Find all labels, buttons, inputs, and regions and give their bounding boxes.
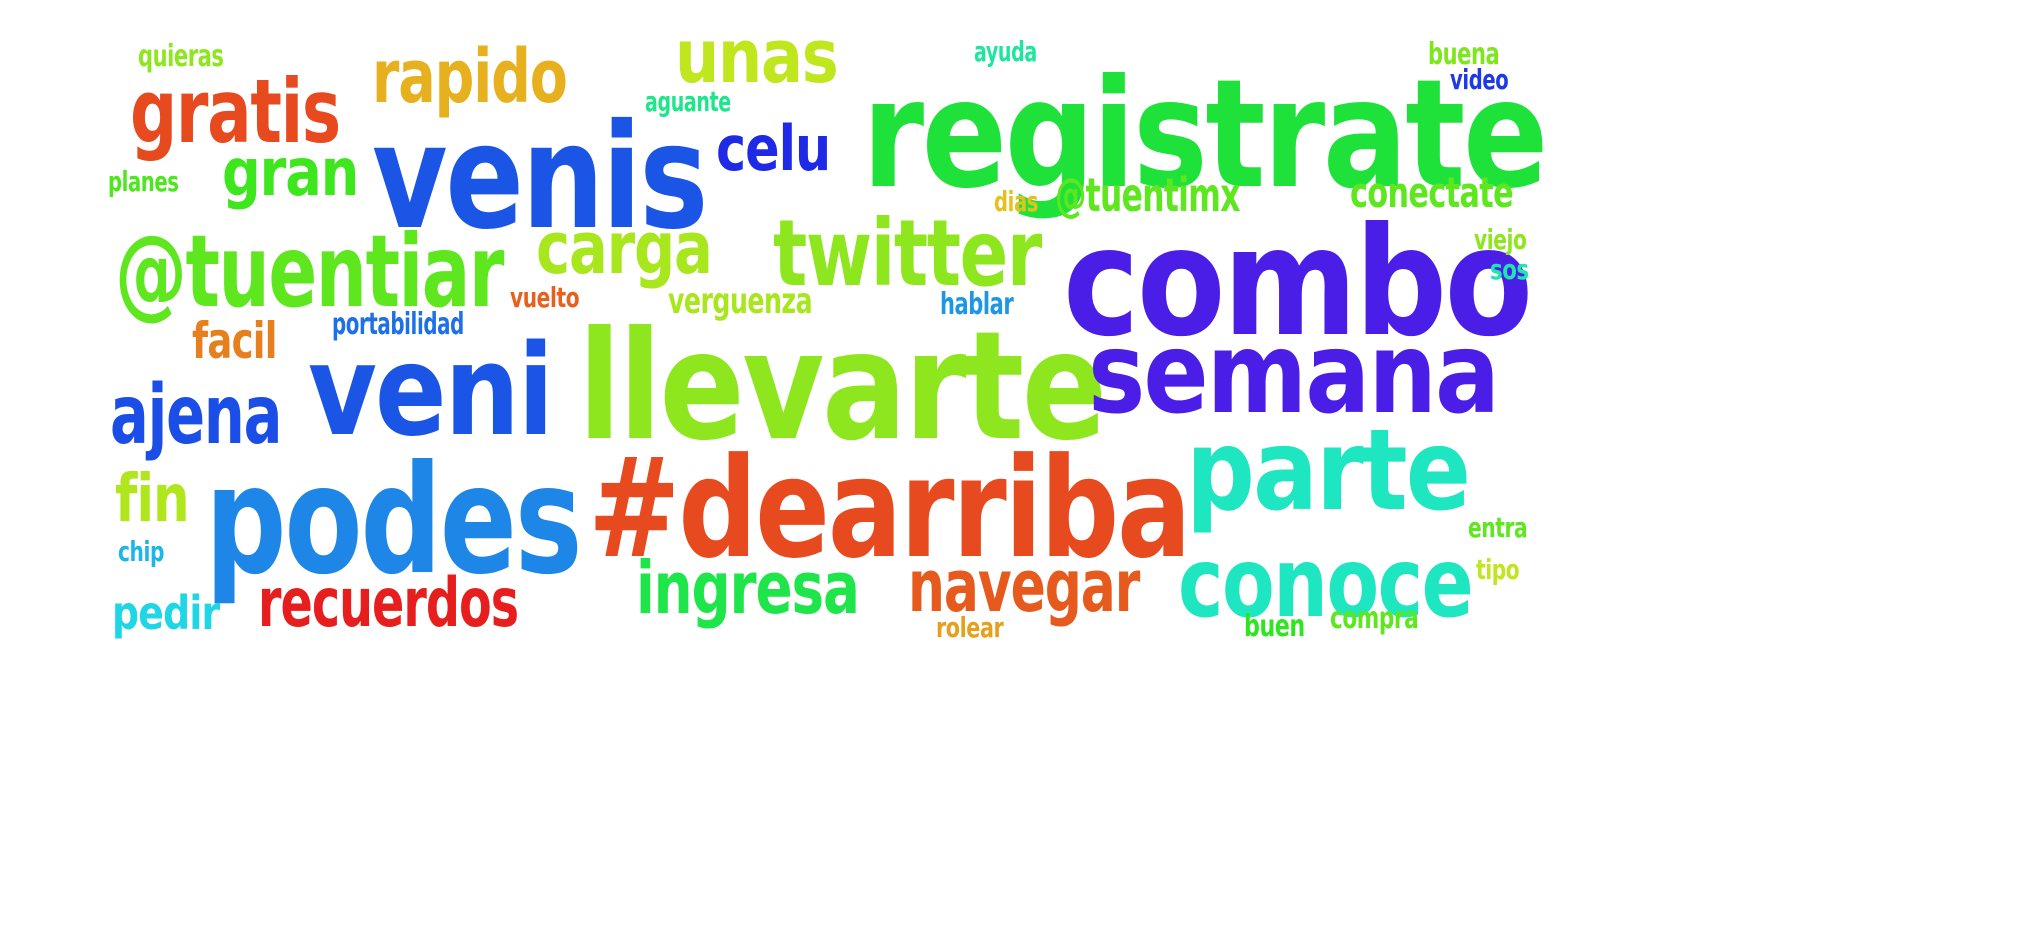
- word-dias: dias: [994, 185, 1039, 218]
- word-tuentiar: @tuentiar: [115, 213, 504, 330]
- word-rolear: rolear: [936, 611, 1004, 644]
- word-verguenza: verguenza: [668, 281, 813, 322]
- word-gran: gran: [222, 134, 359, 211]
- word-venis: venis: [372, 93, 708, 262]
- word-llevarte: llevarte: [578, 300, 1107, 474]
- word-buena: buena: [1428, 37, 1500, 72]
- word-video: video: [1450, 63, 1509, 96]
- word-sos: sos: [1490, 253, 1529, 286]
- word-vuelto: vuelto: [510, 281, 580, 314]
- word-veni: veni: [308, 317, 554, 464]
- word-ajena: ajena: [110, 368, 282, 463]
- word-registrate: registrate: [862, 48, 1548, 222]
- word-twitter: twitter: [773, 200, 1042, 307]
- word-tuentimx: @tuentimx: [1055, 168, 1240, 222]
- word-pedir: pedir: [112, 586, 220, 640]
- word-recuerdos: recuerdos: [258, 564, 519, 643]
- word-viejo: viejo: [1474, 223, 1527, 256]
- word-tipo: tipo: [1476, 553, 1520, 586]
- word-ingresa: ingresa: [636, 546, 860, 630]
- word-navegar: navegar: [908, 544, 1140, 628]
- word-buen: buen: [1244, 609, 1305, 644]
- word-ayuda: ayuda: [974, 35, 1037, 68]
- word-conectate: conectate: [1350, 168, 1514, 217]
- word-facil: facil: [192, 312, 277, 370]
- word-conoce: conoce: [1178, 527, 1474, 639]
- word-compra: compra: [1330, 601, 1419, 636]
- word-chip: chip: [118, 535, 165, 568]
- word-planes: planes: [108, 165, 179, 198]
- word-aguante: aguante: [645, 85, 731, 118]
- word-entra: entra: [1468, 511, 1528, 544]
- word-portabilidad: portabilidad: [332, 307, 464, 342]
- word-gratis: gratis: [130, 60, 341, 163]
- word-quieras: quieras: [138, 39, 224, 74]
- word-hablar: hablar: [940, 287, 1014, 322]
- word-parte: parte: [1186, 406, 1471, 536]
- word-celu: celu: [716, 112, 831, 185]
- word-carga: carga: [536, 206, 713, 290]
- word-dearriba: #dearriba: [588, 428, 1192, 589]
- word-combo: combo: [1063, 196, 1533, 370]
- word-podes: podes: [205, 434, 583, 608]
- word-semana: semana: [1088, 309, 1500, 439]
- word-unas: unas: [675, 14, 839, 100]
- word-rapido: rapido: [372, 34, 568, 120]
- word-fin: fin: [115, 460, 190, 537]
